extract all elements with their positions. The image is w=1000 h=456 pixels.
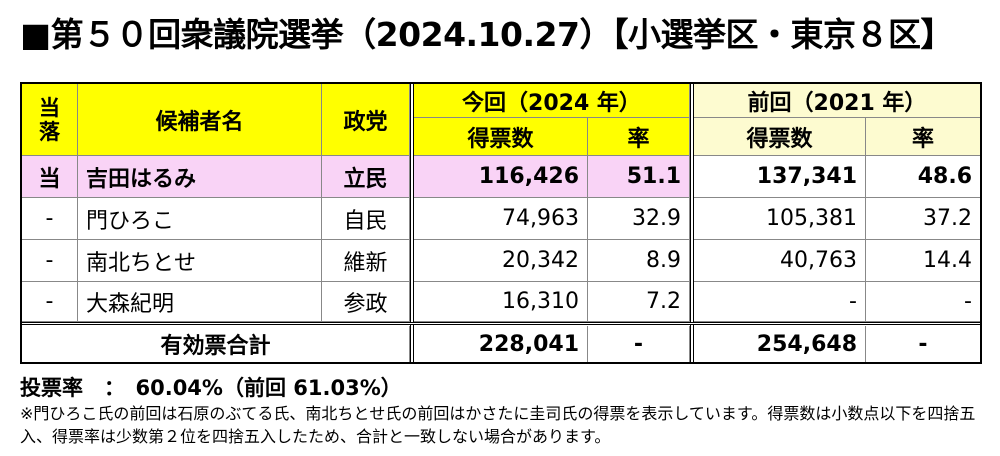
total-rate-2024: - [588,326,690,362]
votes-2024: 116,426 [414,156,588,198]
candidate-party: 自民 [322,198,410,240]
votes-2024: 20,342 [414,240,588,282]
table-row-mark: - [22,282,78,322]
rate-2021: - [866,282,980,322]
rate-2024: 32.9 [588,198,690,240]
votes-2021: 105,381 [694,198,866,240]
rate-2021: 48.6 [866,156,980,198]
votes-2021: - [694,282,866,322]
turnout-text: 投票率 ： 60.04%（前回 61.03%） [20,376,402,400]
elected-header: 当 落 [22,84,78,156]
votes-2024: 16,310 [414,282,588,322]
votes-2024: 74,963 [414,198,588,240]
rate-header-2024: 率 [588,118,690,156]
footnote: ※門ひろこ氏の前回は石原のぶてる氏、南北ちとせ氏の前回はかさたに圭司氏の得票を表… [20,404,976,446]
party-header: 政党 [322,84,410,156]
rate-2021: 37.2 [866,198,980,240]
votes-2021: 40,763 [694,240,866,282]
name-header: 候補者名 [78,84,322,156]
table-row-mark: - [22,198,78,240]
rate-header-2021: 率 [866,118,980,156]
previous-period-header: 前回（2021 年） [694,84,980,118]
total-rate-2021: - [918,331,928,357]
table-row-mark: - [22,240,78,282]
candidate-name: 南北ちとせ [78,240,322,282]
total-label: 有効票合計 [22,326,410,362]
candidate-party: 参政 [322,282,410,322]
votes-2021: 137,341 [694,156,866,198]
current-period-header: 今回（2024 年） [414,84,690,118]
votes-header-2024: 得票数 [414,118,588,156]
candidate-party: 維新 [322,240,410,282]
total-votes-2024: 228,041 [414,326,588,362]
candidate-name: 大森紀明 [78,282,322,322]
results-table: 当 落 候補者名 政党 今回（2024 年） 前回（2021 年） 得票数 率 … [20,82,982,364]
total-divider [22,322,980,325]
rate-2021: 14.4 [866,240,980,282]
candidate-name: 吉田はるみ [78,156,322,198]
rate-2024: 51.1 [588,156,690,198]
candidate-party: 立民 [322,156,410,198]
rate-2024: 8.9 [588,240,690,282]
table-row-mark: 当 [22,156,78,198]
candidate-name: 門ひろこ [78,198,322,240]
total-votes-2021: 254,648 [694,326,866,362]
votes-header-2021: 得票数 [694,118,866,156]
column-divider [690,84,694,362]
page-title: ■第５０回衆議院選挙（2024.10.27）【小選挙区・東京８区】 [20,15,953,54]
column-divider [410,84,414,362]
rate-2024: 7.2 [588,282,690,322]
